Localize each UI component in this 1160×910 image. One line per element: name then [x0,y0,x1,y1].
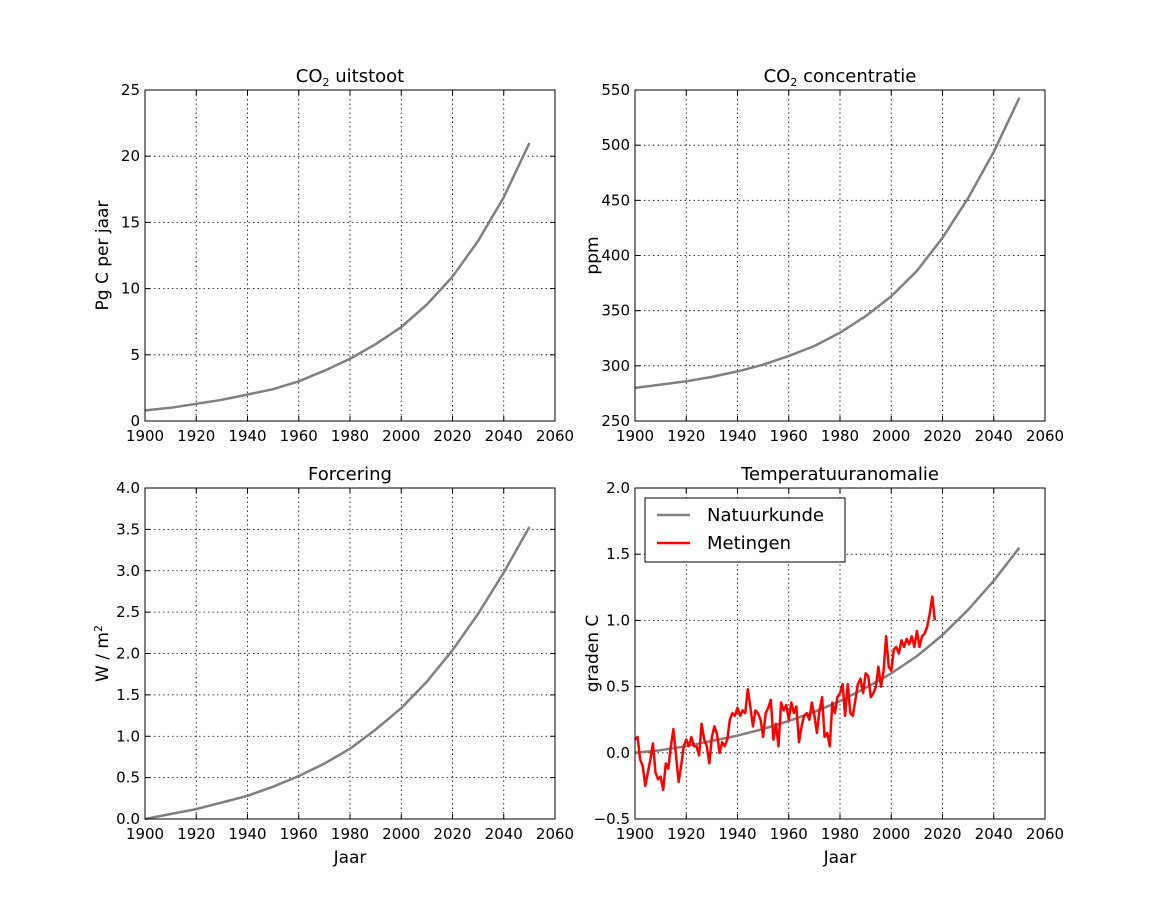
chart-title: CO2 uitstoot [296,66,404,89]
x-tick-label: 1940 [228,427,266,445]
y-tick-label: 15 [121,213,140,231]
y-tick-label: 0.5 [116,769,140,787]
series-line-metingen [634,595,937,792]
plot-frame [634,89,1046,422]
y-tick-label: 300 [601,357,630,375]
chart-panel-4: 1900 1920 1940 1960 1980 2000 2020 2040 2060 −0.5… [583,464,1064,868]
y-tick-label: 4.0 [116,479,140,497]
x-tick-label: 1900 [616,825,654,843]
x-tick-label: 1920 [667,427,705,445]
x-tick-label: 1980 [821,825,859,843]
x-tick-label: 2000 [872,427,910,445]
y-tick-label: 500 [601,136,630,154]
x-tick-label: 1920 [667,825,705,843]
x-tick-label: 1960 [770,825,808,843]
legend: Natuurkunde Metingen [644,497,846,563]
legend-box [644,497,846,563]
y-tick-label: 400 [601,247,630,265]
y-tick-label: 10 [121,280,140,298]
series-line-1 [144,526,531,821]
series-line-1 [634,97,1021,390]
y-tick-label: 25 [121,81,140,99]
y-tick-label: 450 [601,191,630,209]
x-tick-label: 2000 [382,825,420,843]
x-tick-label: 2020 [923,825,961,843]
y-tick-label: 0.5 [606,678,630,696]
chart-panel-1: 1900 1920 1940 1960 1980 2000 2020 2040 2060 0 5 10… [93,66,574,445]
x-axis-label: Jaar [333,848,367,868]
x-tick-label: 2060 [1026,427,1064,445]
x-tick-label: 2040 [485,427,523,445]
y-tick-label: 2.5 [116,603,140,621]
x-tick-label: 1900 [126,825,164,843]
x-tick-label: 1960 [280,825,318,843]
y-axis-label: graden C [583,615,603,693]
legend-label-metingen: Metingen [707,533,791,554]
x-tick-label: 2040 [975,427,1013,445]
y-tick-label: 1.5 [116,686,140,704]
x-tick-label: 1940 [718,427,756,445]
x-tick-label: 2040 [975,825,1013,843]
x-tick-label: 2060 [536,427,574,445]
x-tick-label: 2060 [1026,825,1064,843]
x-tick-label: 1920 [177,427,215,445]
series-line-1 [144,142,531,412]
y-tick-label: 0.0 [116,810,140,828]
x-tick-label: 1920 [177,825,215,843]
x-axis-label: Jaar [823,848,857,868]
y-tick-label: 3.5 [116,520,140,538]
x-tick-label: 1900 [126,427,164,445]
y-tick-label: 20 [121,147,140,165]
x-tick-label: 1960 [770,427,808,445]
x-tick-label: 1900 [616,427,654,445]
x-tick-label: 2000 [382,427,420,445]
y-tick-label: 1.0 [116,727,140,745]
y-tick-label: 1.0 [606,611,630,629]
x-tick-label: 2040 [485,825,523,843]
y-tick-label: 250 [601,412,630,430]
y-tick-label: 0.0 [606,744,630,762]
x-tick-label: 2020 [433,825,471,843]
chart-title: Temperatuuranomalie [740,464,939,485]
x-tick-label: 1980 [331,825,369,843]
plot-frame [634,487,1046,820]
y-tick-label: 550 [601,81,630,99]
chart-title: CO2 concentratie [764,66,917,89]
x-tick-label: 2000 [872,825,910,843]
y-tick-label: 2.0 [116,645,140,663]
y-tick-label: 0 [130,412,140,430]
chart-title: Forcering [308,464,392,485]
x-tick-label: 2060 [536,825,574,843]
y-tick-label: 350 [601,302,630,320]
y-axis-label: ppm [583,236,603,274]
plot-frame [144,487,556,820]
y-tick-label: −0.5 [594,810,630,828]
chart-panel-2: 1900 1920 1940 1960 1980 2000 2020 2040 2060 250 3… [583,66,1064,445]
x-tick-label: 1980 [331,427,369,445]
x-tick-label: 2020 [923,427,961,445]
y-tick-label: 2.0 [606,479,630,497]
y-tick-label: 1.5 [606,545,630,563]
x-tick-label: 1980 [821,427,859,445]
x-tick-label: 1940 [228,825,266,843]
chart-panel-3: 1900 1920 1940 1960 1980 2000 2020 2040 2060 0.0 0… [92,464,574,868]
x-tick-label: 1960 [280,427,318,445]
plot-frame [144,89,556,422]
x-tick-label: 2020 [433,427,471,445]
y-tick-label: 3.0 [116,562,140,580]
legend-label-natuurkunde: Natuurkunde [707,505,824,526]
x-tick-label: 1940 [718,825,756,843]
y-axis-label: Pg C per jaar [93,201,113,311]
y-tick-label: 5 [130,346,140,364]
y-axis-label: W / m2 [92,625,113,682]
